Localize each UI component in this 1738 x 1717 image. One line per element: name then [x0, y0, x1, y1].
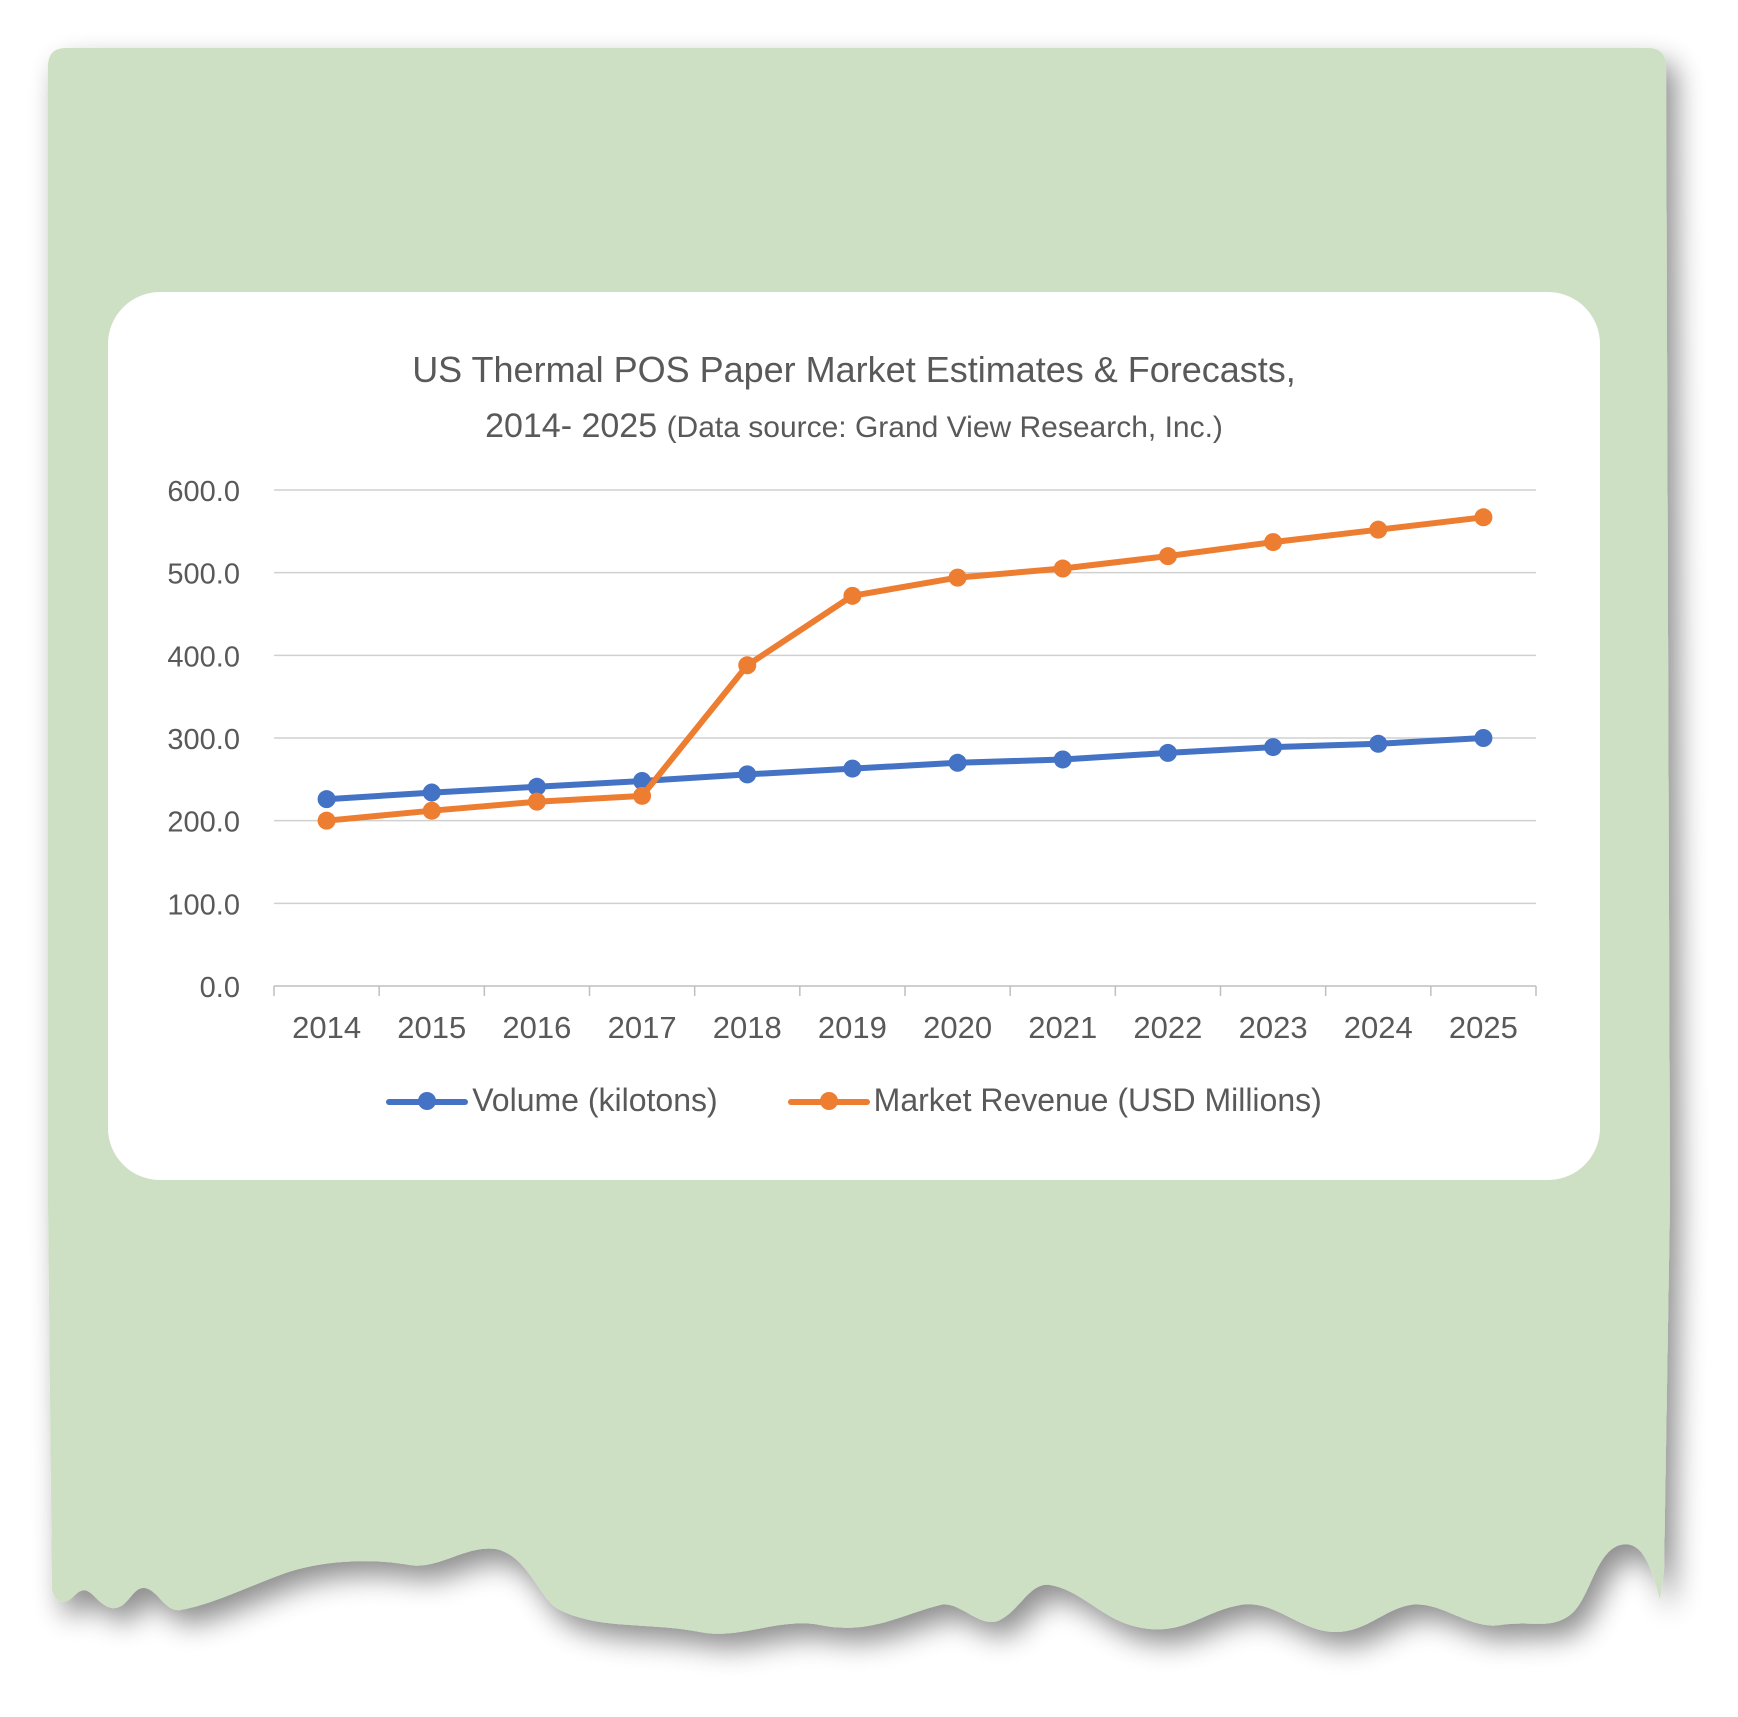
series-line: [323, 514, 1487, 824]
legend-swatch: [787, 1086, 870, 1116]
data-point: [948, 753, 967, 772]
data-point: [527, 792, 546, 811]
x-tick-label: 2021: [1028, 1010, 1097, 1045]
series: [317, 508, 1493, 830]
legend-label: Market Revenue (USD Millions): [873, 1082, 1322, 1118]
data-point: [633, 786, 652, 805]
data-point: [843, 759, 862, 778]
data-point: [633, 771, 652, 790]
y-tick-label: 100.0: [167, 889, 240, 921]
x-tick-label: 2025: [1449, 1010, 1518, 1045]
data-point: [1264, 533, 1283, 552]
chart-card: US Thermal POS Paper Market Estimates & …: [108, 292, 1600, 1180]
y-tick-label: 300.0: [167, 724, 240, 756]
data-point: [1474, 508, 1493, 527]
chart-title-line-1: US Thermal POS Paper Market Estimates & …: [412, 349, 1296, 390]
data-point: [1053, 750, 1072, 769]
data-point: [738, 656, 757, 675]
data-point: [1158, 743, 1177, 762]
series-market-revenue: [317, 508, 1493, 830]
series-line: [323, 735, 1487, 803]
chart-title-line-2: 2014- 2025 (Data source: Grand View Rese…: [108, 398, 1600, 456]
y-tick-label: 200.0: [167, 807, 240, 839]
x-tick-label: 2018: [713, 1010, 782, 1045]
x-tick-label: 2022: [1133, 1010, 1202, 1045]
data-point: [1053, 559, 1072, 578]
x-tick-label: 2017: [608, 1010, 677, 1045]
gridlines: [274, 489, 1536, 905]
data-point: [1474, 729, 1493, 747]
x-tick-label: 2024: [1344, 1010, 1413, 1045]
x-tick-label: 2020: [923, 1010, 992, 1045]
legend-label: Volume (kilotons): [472, 1082, 718, 1118]
x-axis-tick-labels: 2014 2015 2016 2017 2018 2019 2020 2021 2022 2023…: [292, 1010, 1518, 1045]
y-tick-label: 600.0: [167, 476, 240, 508]
data-point: [1369, 734, 1388, 753]
data-point: [317, 790, 336, 809]
chart-title-years: 2014- 2025: [485, 407, 658, 445]
y-tick-label: 400.0: [167, 641, 240, 673]
chart-title: US Thermal POS Paper Market Estimates & …: [108, 342, 1600, 456]
y-tick-label: 0.0: [200, 972, 240, 1004]
data-point: [422, 801, 441, 820]
data-point: [317, 811, 336, 830]
data-point: [527, 777, 546, 796]
x-tick-label: 2014: [292, 1010, 361, 1045]
data-point: [843, 586, 862, 605]
x-axis: [273, 985, 1537, 996]
chart-title-source: (Data source: Grand View Research, Inc.): [666, 411, 1223, 444]
data-point: [948, 568, 967, 587]
y-axis-tick-labels: 0.0 100.0 200.0 300.0 400.0 500.0 600.0: [167, 476, 240, 1004]
data-point: [1264, 738, 1283, 757]
data-point: [1158, 547, 1177, 566]
chart-legend: Volume (kilotons) Market Revenue (USD Mil…: [108, 1082, 1600, 1119]
data-point: [1369, 520, 1388, 539]
legend-item: Volume (kilotons): [386, 1082, 718, 1119]
x-tick-label: 2015: [397, 1010, 466, 1045]
data-point: [422, 783, 441, 802]
series-volume: [317, 729, 1493, 809]
y-tick-label: 500.0: [167, 559, 240, 591]
data-point: [738, 765, 757, 784]
x-tick-label: 2019: [818, 1010, 887, 1045]
legend-swatch: [386, 1086, 469, 1116]
x-tick-label: 2016: [502, 1010, 571, 1045]
legend-item: Market Revenue (USD Millions): [787, 1082, 1322, 1119]
x-tick-label: 2023: [1239, 1010, 1308, 1045]
